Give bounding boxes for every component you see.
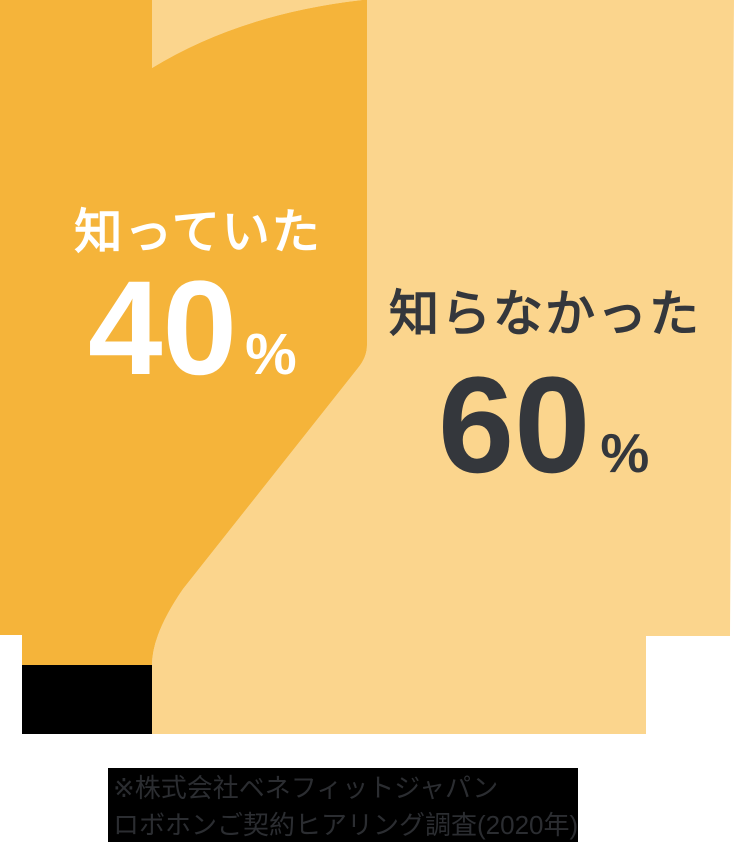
shadow-rect	[22, 665, 152, 734]
segment-knew-shape	[0, 0, 367, 665]
segment-did-not-know-label: 知らなかった	[389, 286, 701, 342]
source-footnote: ※株式会社ベネフィットジャパン ロボホンご契約ヒアリング調査(2020年)	[108, 768, 578, 842]
segment-did-not-know-shape	[152, 0, 734, 734]
segment-knew-value: 40 %	[88, 262, 297, 396]
segment-did-not-know-wedge-shape	[152, 0, 362, 68]
segment-did-not-know-percent-number: 60	[438, 349, 591, 502]
segment-knew-label: 知っていた	[74, 206, 322, 259]
segment-did-not-know-percent-sign: %	[600, 422, 650, 484]
segment-knew-percent-sign: %	[245, 322, 297, 387]
segment-did-not-know-value: 60 %	[438, 357, 649, 494]
segment-knew-percent-number: 40	[88, 254, 238, 403]
source-footnote-line1: ※株式会社ベネフィットジャパン	[113, 773, 499, 803]
source-footnote-line2: ロボホンご契約ヒアリング調査(2020年)	[113, 810, 579, 840]
